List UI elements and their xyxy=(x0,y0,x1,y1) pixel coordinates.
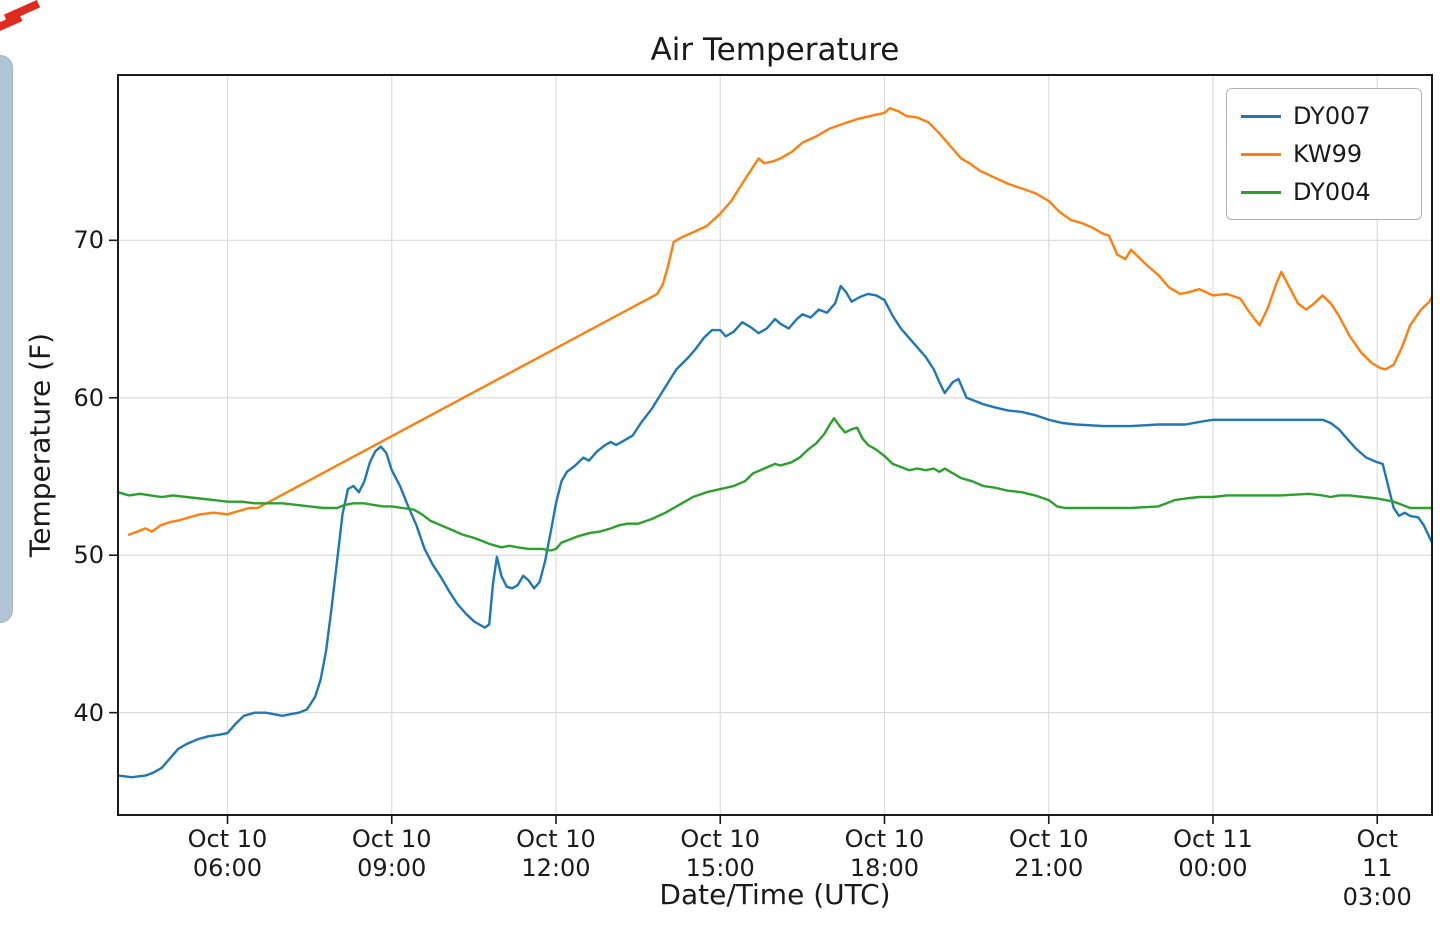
legend: DY007 KW99 DY004 xyxy=(1226,88,1422,220)
series-line-DY004 xyxy=(116,417,1434,552)
x-tick-label: Oct 11 00:00 xyxy=(1173,825,1253,882)
legend-line-swatch xyxy=(1241,114,1281,118)
x-tick-label: Oct 10 09:00 xyxy=(351,825,432,882)
legend-entry-DY007: DY007 xyxy=(1235,97,1413,135)
series-line-DY007 xyxy=(116,284,1434,779)
y-tick-label: 50 xyxy=(73,541,104,570)
legend-line-swatch xyxy=(1241,152,1281,156)
legend-line-swatch xyxy=(1241,190,1281,194)
y-tick-label: 60 xyxy=(73,383,104,412)
legend-label: KW99 xyxy=(1293,140,1363,168)
x-tick-label: Oct 10 21:00 xyxy=(1008,825,1089,882)
legend-entry-DY004: DY004 xyxy=(1235,173,1413,211)
legend-entry-KW99: KW99 xyxy=(1235,135,1413,173)
x-tick-label: Oct 10 12:00 xyxy=(516,825,596,882)
x-tick-label: Oct 11 03:00 xyxy=(1342,825,1412,911)
x-axis-label: Date/Time (UTC) xyxy=(659,878,891,911)
chart-title: Air Temperature xyxy=(650,32,900,68)
x-tick-label: Oct 10 06:00 xyxy=(187,825,268,882)
series-line-KW99 xyxy=(127,106,1434,536)
y-tick-label: 70 xyxy=(73,226,104,255)
x-tick-label: Oct 10 18:00 xyxy=(844,825,925,882)
plot-border xyxy=(117,74,1433,816)
y-tick-label: 40 xyxy=(73,698,104,727)
legend-label: DY007 xyxy=(1293,102,1371,130)
legend-label: DY004 xyxy=(1293,178,1371,206)
x-tick-label: Oct 10 15:00 xyxy=(680,825,761,882)
